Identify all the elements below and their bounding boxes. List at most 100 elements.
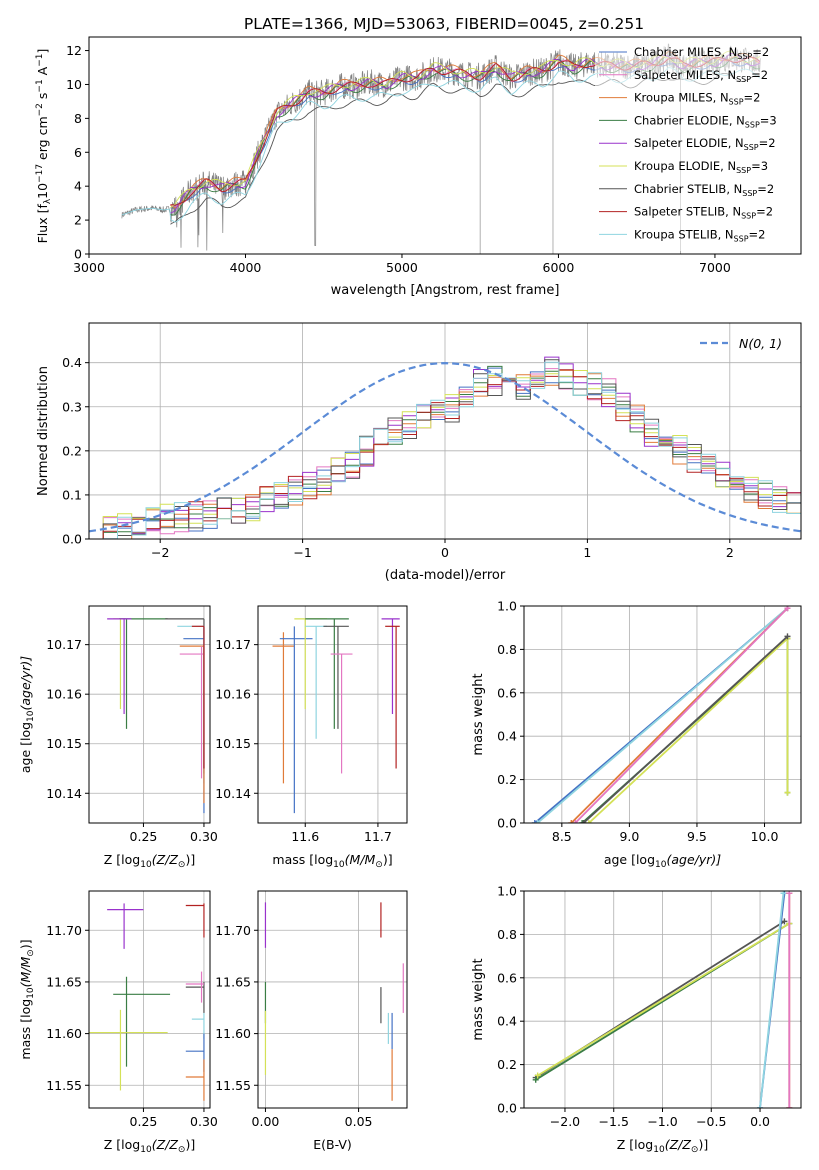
x-axis-label: (data-model)/error [385, 568, 506, 583]
y-tick-label: 10.15 [46, 736, 82, 751]
x-tick-label: 10.0 [751, 829, 779, 844]
y-tick-label: 8 [74, 111, 82, 126]
figure-title: PLATE=1366, MJD=53063, FIBERID=0045, z=0… [244, 15, 644, 33]
mass-vs-z-panel: 0.25 0.30 11.55 11.60 11.65 11.70 Z [log10(Z/Z… [18, 890, 218, 1155]
y-tick-label: 10.17 [215, 637, 251, 652]
y-tick-label: 0 [74, 247, 82, 262]
x-tick-label: 6000 [543, 260, 575, 275]
y-tick-label: 2 [74, 213, 82, 228]
y-tick-label: 11.65 [46, 974, 82, 989]
y-axis-label: Normed distribution [36, 366, 51, 496]
x-axis-label: mass [log10(M/M⊙)] [272, 852, 392, 870]
y-tick-label: 10.16 [46, 687, 82, 702]
axes-frame [257, 605, 408, 824]
normal-curve [89, 361, 801, 533]
y-tick-label: 11.55 [46, 1078, 82, 1093]
histogram-kroupa-stelib [89, 361, 801, 539]
legend-label: Salpeter ELODIE, NSSP=2 [634, 136, 776, 152]
age-vs-z-panel: 0.25 0.30 10.14 10.15 10.16 10.17 Z [log10(Z/Z… [18, 605, 218, 870]
y-tick-label: 0.4 [62, 355, 82, 370]
age-vs-mass-panel-plot-area [272, 618, 400, 814]
y-tick-label: 0.2 [497, 1057, 517, 1072]
data-point [572, 820, 579, 823]
x-axis-label: Z [log10(Z/Z⊙)] [104, 852, 195, 870]
y-tick-label: 0.2 [62, 443, 82, 458]
data-point [531, 820, 538, 823]
legend-label: Kroupa MILES, NSSP=2 [634, 91, 760, 107]
x-tick-label: 9.5 [687, 829, 707, 844]
x-tick-label: 2 [726, 545, 734, 560]
y-tick-label: 10.15 [215, 736, 251, 751]
legend-label: Salpeter MILES, NSSP=2 [634, 68, 768, 84]
y-tick-label: 0.3 [62, 399, 82, 414]
y-tick-label: 0.0 [62, 532, 82, 547]
data-point [784, 633, 791, 640]
series-kroupa-elodie [588, 636, 789, 823]
data-point [579, 820, 586, 823]
x-tick-label: 0.30 [190, 1114, 218, 1129]
y-tick-label: 0.0 [497, 1101, 517, 1116]
x-tick-label: 9.0 [619, 829, 639, 844]
data-point [784, 789, 791, 796]
data-point [781, 918, 788, 925]
x-tick-label: −1.0 [647, 1114, 677, 1129]
mass-weight-age-panel: 8.5 9.0 9.5 10.0 0.0 0.2 0.4 0.6 0.8 1.0 mass weig… [471, 599, 802, 870]
x-axis-label: Z [log10(Z/Z⊙)] [104, 1137, 195, 1155]
axes-frame [523, 605, 802, 824]
y-axis-label: mass [log10(M/M⊙)] [18, 939, 36, 1059]
y-tick-label: 0.8 [497, 642, 517, 657]
x-tick-label: 3000 [73, 260, 105, 275]
spectrum-panel: Chabrier MILES, NSSP=2 Salpeter MILES, NS… [35, 36, 802, 298]
mass-vs-ebv-panel-plot-area [264, 902, 404, 1101]
x-tick-label: 11.7 [364, 829, 392, 844]
legend-label: Kroupa STELIB, NSSP=2 [634, 227, 765, 243]
x-tick-label: −1 [293, 545, 311, 560]
y-tick-label: 4 [74, 179, 82, 194]
x-tick-label: 11.6 [291, 829, 319, 844]
age-vs-z-panel-plot-area [107, 618, 205, 814]
x-tick-label: −0.5 [696, 1114, 726, 1129]
y-tick-label: 11.60 [46, 1026, 82, 1041]
y-tick-label: 0.6 [497, 970, 517, 985]
y-tick-label: 1.0 [497, 599, 517, 614]
data-point [786, 1105, 793, 1108]
data-point [580, 820, 587, 823]
y-tick-label: 11.70 [215, 923, 251, 938]
x-tick-label: 5000 [386, 260, 418, 275]
legend-label: N(0, 1) [739, 336, 782, 351]
x-axis-label: E(B-V) [313, 1137, 352, 1152]
series-kroupa-stelib [536, 607, 789, 823]
data-point [534, 1072, 541, 1079]
y-tick-label: 6 [74, 145, 82, 160]
x-tick-label: 0.00 [252, 1114, 280, 1129]
y-tick-label: 11.70 [46, 923, 82, 938]
x-axis-label: age [log10(age/yr)] [604, 852, 721, 870]
y-tick-label: 10.14 [46, 786, 82, 801]
series-kroupa-stelib [759, 893, 785, 1108]
y-tick-label: 10 [66, 77, 82, 92]
mass-vs-z-panel-plot-area [89, 903, 205, 1101]
y-axis-label: Flux [fλ10−17 erg cm−2 s−1 A−1] [35, 49, 53, 244]
y-tick-label: 0.6 [497, 685, 517, 700]
axes-frame [88, 890, 211, 1109]
x-tick-label: 1 [583, 545, 591, 560]
x-tick-label: 4000 [230, 260, 262, 275]
legend-label: Chabrier MILES, NSSP=2 [634, 45, 769, 61]
y-tick-label: 0.4 [497, 1014, 517, 1029]
x-tick-label: −2.0 [550, 1114, 580, 1129]
data-point [534, 820, 541, 823]
age-vs-mass-panel: 11.6 11.7 10.14 10.15 10.16 10.17 mass [log10(… [215, 605, 408, 870]
series-chabrier-stelib [582, 635, 789, 823]
y-tick-label: 10.14 [215, 786, 251, 801]
histogram-plot-area [89, 356, 801, 539]
legend-label: Salpeter STELIB, NSSP=2 [634, 205, 773, 221]
x-tick-label: 0 [441, 545, 449, 560]
y-tick-label: 12 [66, 43, 82, 58]
residual-panel: −2 −1 0 1 2 0.0 0.1 0.2 0.3 0.4 N(0, 1) (data-model… [36, 322, 802, 583]
x-tick-label: 0.30 [190, 829, 218, 844]
y-tick-label: 10.16 [215, 687, 251, 702]
data-point [532, 1076, 539, 1083]
x-tick-label: 0.25 [130, 1114, 158, 1129]
data-point [568, 820, 575, 823]
